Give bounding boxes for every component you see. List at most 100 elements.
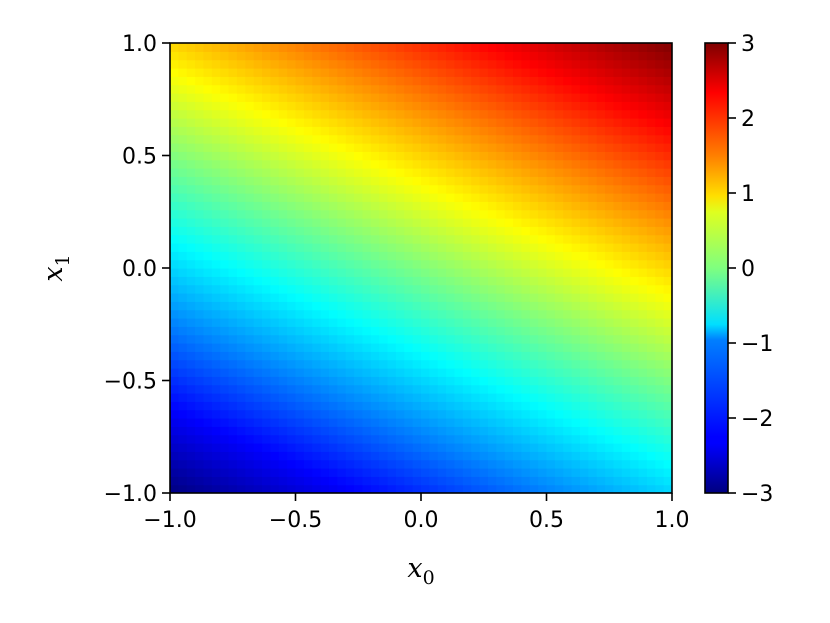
heatmap-cell	[596, 301, 606, 311]
heatmap-cell	[186, 326, 196, 336]
heatmap-cell	[429, 284, 439, 294]
heatmap-cell	[521, 401, 531, 411]
heatmap-cell	[563, 476, 573, 486]
heatmap-cell	[529, 368, 539, 377]
heatmap-cell	[195, 201, 205, 211]
heatmap-cell	[178, 51, 188, 61]
heatmap-cell	[513, 118, 522, 127]
heatmap-cell	[195, 93, 205, 102]
heatmap-cell	[395, 276, 405, 286]
heatmap-cell	[421, 101, 430, 111]
heatmap-cell	[312, 251, 322, 261]
heatmap-cell	[245, 276, 255, 286]
heatmap-cell	[454, 426, 464, 436]
heatmap-cell	[354, 409, 364, 419]
heatmap-cell	[596, 134, 606, 144]
heatmap-cell	[630, 59, 640, 69]
heatmap-cell	[571, 176, 581, 186]
heatmap-cell	[471, 201, 481, 211]
heatmap-cell	[663, 243, 672, 252]
heatmap-cell	[195, 243, 205, 252]
heatmap-cell	[203, 209, 213, 219]
heatmap-cell	[312, 334, 322, 344]
heatmap-cell	[421, 209, 430, 219]
heatmap-cell	[504, 59, 514, 69]
heatmap-cell	[462, 184, 472, 194]
heatmap-cell	[462, 484, 472, 493]
heatmap-cell	[630, 368, 640, 377]
heatmap-cell	[404, 226, 414, 236]
heatmap-cell	[220, 234, 230, 244]
heatmap-cell	[320, 76, 330, 86]
heatmap-cell	[563, 176, 573, 186]
heatmap-cell	[630, 118, 640, 127]
heatmap-cell	[236, 243, 246, 252]
heatmap-cell	[487, 293, 497, 302]
heatmap-cell	[421, 159, 430, 169]
heatmap-cell	[496, 151, 506, 161]
heatmap-cell	[655, 293, 665, 302]
heatmap-cell	[462, 276, 472, 286]
heatmap-cell	[170, 43, 179, 52]
heatmap-cell	[479, 109, 489, 119]
heatmap-cell	[303, 268, 313, 277]
heatmap-cell	[345, 118, 355, 127]
heatmap-cell	[195, 159, 205, 169]
heatmap-cell	[596, 218, 606, 227]
heatmap-cell	[287, 168, 297, 177]
heatmap-cell	[362, 126, 372, 136]
heatmap-cell	[170, 359, 179, 369]
heatmap-cell	[345, 59, 355, 69]
heatmap-cell	[320, 484, 330, 493]
heatmap-cell	[446, 434, 456, 444]
heatmap-cell	[295, 134, 305, 144]
heatmap-cell	[379, 334, 389, 344]
heatmap-cell	[496, 409, 506, 419]
heatmap-cell	[630, 359, 640, 369]
heatmap-cell	[513, 226, 522, 236]
heatmap-cell	[579, 159, 589, 169]
heatmap-cell	[328, 451, 338, 461]
heatmap-cell	[278, 393, 288, 402]
y-axis-label: x1	[38, 254, 74, 281]
heatmap-cell	[546, 76, 556, 86]
heatmap-cell	[370, 209, 380, 219]
heatmap-cell	[295, 259, 305, 269]
heatmap-cell	[287, 351, 297, 361]
heatmap-cell	[270, 193, 280, 202]
heatmap-cell	[563, 151, 573, 161]
heatmap-cell	[278, 368, 288, 377]
heatmap-cell	[220, 434, 230, 444]
heatmap-cell	[337, 418, 347, 427]
heatmap-cell	[312, 409, 322, 419]
heatmap-cell	[571, 434, 581, 444]
heatmap-cell	[312, 193, 322, 202]
heatmap-cell	[287, 284, 297, 294]
heatmap-cell	[395, 334, 405, 344]
heatmap-cell	[337, 184, 347, 194]
heatmap-cell	[487, 268, 497, 277]
heatmap-cell	[487, 301, 497, 311]
heatmap-cell	[312, 201, 322, 211]
heatmap-cell	[211, 393, 221, 402]
heatmap-cell	[646, 334, 656, 344]
heatmap-cell	[370, 476, 380, 486]
heatmap-cell	[412, 418, 422, 427]
heatmap-cell	[195, 43, 205, 52]
heatmap-cell	[278, 359, 288, 369]
heatmap-cell	[262, 43, 271, 52]
heatmap-cell	[328, 318, 338, 327]
heatmap-cell	[638, 359, 648, 369]
heatmap-cell	[186, 401, 196, 411]
heatmap-cell	[370, 109, 380, 119]
heatmap-cell	[663, 168, 672, 177]
heatmap-cell	[613, 418, 623, 427]
heatmap-cell	[446, 468, 456, 477]
heatmap-cell	[195, 326, 205, 336]
heatmap-cell	[203, 276, 213, 286]
heatmap-cell	[370, 76, 380, 86]
heatmap-cell	[211, 359, 221, 369]
heatmap-cell	[454, 301, 464, 311]
heatmap-cell	[370, 218, 380, 227]
heatmap-cell	[236, 59, 246, 69]
